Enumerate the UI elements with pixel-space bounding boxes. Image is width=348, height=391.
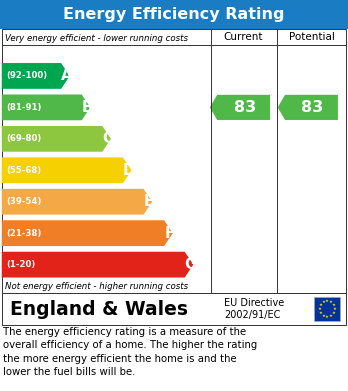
Text: England & Wales: England & Wales (10, 300, 188, 319)
Text: Very energy efficient - lower running costs: Very energy efficient - lower running co… (5, 34, 188, 43)
Text: ★: ★ (331, 311, 335, 315)
Text: ★: ★ (332, 307, 336, 311)
Text: Potential: Potential (288, 32, 334, 42)
Text: E: E (144, 194, 154, 209)
Text: C: C (102, 131, 113, 146)
Polygon shape (278, 95, 338, 120)
Text: (21-38): (21-38) (6, 229, 41, 238)
Text: The energy efficiency rating is a measure of the
overall efficiency of a home. T: The energy efficiency rating is a measur… (3, 327, 258, 377)
Polygon shape (2, 189, 152, 215)
Polygon shape (2, 95, 90, 120)
Text: (39-54): (39-54) (6, 197, 41, 206)
Text: ★: ★ (325, 315, 329, 319)
Text: Energy Efficiency Rating: Energy Efficiency Rating (63, 7, 285, 22)
Polygon shape (2, 126, 111, 152)
Text: F: F (165, 226, 175, 241)
Text: Not energy efficient - higher running costs: Not energy efficient - higher running co… (5, 282, 188, 291)
Text: ★: ★ (331, 303, 335, 307)
Text: G: G (184, 257, 197, 272)
Text: ★: ★ (325, 299, 329, 303)
Text: ★: ★ (319, 311, 323, 315)
Polygon shape (2, 252, 193, 278)
Text: (69-80): (69-80) (6, 135, 41, 143)
Bar (314, 297, 340, 321)
Text: (81-91): (81-91) (6, 103, 41, 112)
Text: (92-100): (92-100) (6, 72, 47, 81)
Polygon shape (2, 63, 70, 89)
Text: D: D (122, 163, 135, 178)
Bar (2, 29, 346, 293)
Text: ★: ★ (319, 303, 323, 307)
Text: Current: Current (224, 32, 263, 42)
Text: 83: 83 (301, 100, 324, 115)
Text: (1-20): (1-20) (6, 260, 35, 269)
Polygon shape (2, 158, 132, 183)
Text: ★: ★ (318, 307, 322, 311)
Bar (0, 0, 348, 29)
Text: B: B (81, 100, 93, 115)
Polygon shape (2, 220, 173, 246)
Text: (55-68): (55-68) (6, 166, 41, 175)
Text: ★: ★ (329, 300, 333, 304)
Text: ★: ★ (322, 300, 325, 304)
Bar (2, 293, 346, 325)
Text: A: A (61, 68, 73, 83)
Text: 83: 83 (234, 100, 256, 115)
Text: ★: ★ (329, 314, 333, 318)
Text: EU Directive
2002/91/EC: EU Directive 2002/91/EC (224, 298, 285, 320)
Text: ★: ★ (322, 314, 325, 318)
Polygon shape (210, 95, 270, 120)
